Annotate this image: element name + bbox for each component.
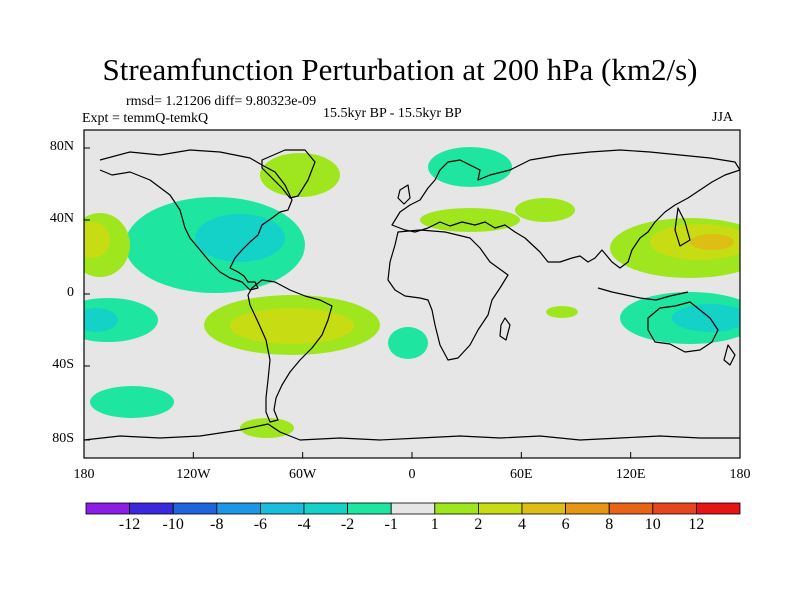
anomaly-greenland [260,153,340,197]
y-tick-label: 80S [52,431,74,446]
anomaly-indian-ocean [546,306,578,318]
colorbar-swatch [608,502,654,515]
north-america-coast [99,149,293,291]
colorbar-label: 1 [430,516,439,533]
colorbar-label: 12 [688,516,705,533]
colorbar-swatch [390,502,436,515]
africa-coast [387,229,509,361]
colorbar-swatch [565,502,610,515]
anomaly-n-america-inner [195,214,285,262]
anomaly-nw-pacific-core [690,234,734,250]
anomaly-mediterranean [420,208,520,232]
greenland-coast [261,149,316,199]
indonesia-coast [597,287,689,301]
y-tick-label: 40N [49,211,74,226]
colorbar-label: -12 [118,516,141,533]
anomaly-south-atlantic [388,327,428,359]
stats-text: rmsd= 1.21206 diff= 9.80323e-09 [126,94,317,109]
colorbar-swatch [129,502,174,515]
y-tick-label: 0 [67,285,74,300]
anomaly-pacific-west-inner [84,222,110,258]
new-zealand-coast [723,344,736,366]
anomaly-central-asia [515,198,575,222]
colorbar-label: -8 [210,516,224,533]
tick-marks [83,147,741,458]
colorbar-swatch [85,502,130,515]
colorbar-label: -4 [297,516,311,533]
chart-title: Streamfunction Perturbation at 200 hPa (… [102,52,698,87]
colorbar-swatch [434,502,479,515]
colorbar-swatch [652,502,697,515]
x-tick-label: 120W [176,467,211,482]
plot-background [84,130,740,458]
period-label: 15.5kyr BP - 15.5kyr BP [323,106,462,121]
colorbar [85,502,741,515]
australia-coast [647,301,719,353]
colorbar-swatch [259,502,305,515]
colorbar-swatch [521,502,566,515]
anomaly-south-america-inner [230,308,354,344]
y-tick-label: 40S [52,357,74,372]
colorbar-swatch [172,502,218,515]
colorbar-swatch [303,502,348,515]
x-tick-label: 120E [615,467,646,482]
anomaly-southern-pacific [90,386,174,418]
x-tick-label: 180 [729,467,751,482]
colorbar-swatch [347,502,392,515]
colorbar-swatch [216,502,261,515]
colorbar-swatch [696,502,741,515]
anomaly-scandinavia [428,147,512,187]
colorbar-label: -2 [340,516,355,533]
x-tick-label: 0 [408,467,416,482]
japan-coast [674,207,691,247]
colorbar-label: 8 [605,516,614,533]
x-tick-label: 60E [510,467,533,482]
coastlines [84,149,740,441]
x-tick-label: 180 [73,467,95,482]
x-tick-label: 60W [289,467,317,482]
colorbar-label: -1 [384,516,398,533]
colorbar-label: 4 [518,516,526,533]
colorbar-label: 6 [561,516,570,533]
colorbar-label: -6 [253,516,268,533]
colorbar-label: 10 [644,516,661,533]
y-tick-label: 80N [49,139,74,154]
colorbar-label: 2 [474,516,483,533]
colorbar-label: -10 [162,516,184,533]
south-america-coast [247,279,333,423]
experiment-label: Expt = temmQ-temkQ [82,111,209,126]
anomaly-antarctic-peninsula [240,418,294,438]
uk-coast [397,184,411,205]
colorbar-swatch [477,502,523,515]
anomaly-australia-inner [672,304,740,332]
anomaly-s-pacific-west-inner [84,308,118,332]
madagascar-coast [499,317,511,341]
eurasia-coast [391,149,740,269]
season-label: JJA [712,110,734,125]
antarctica-coast [84,423,740,441]
